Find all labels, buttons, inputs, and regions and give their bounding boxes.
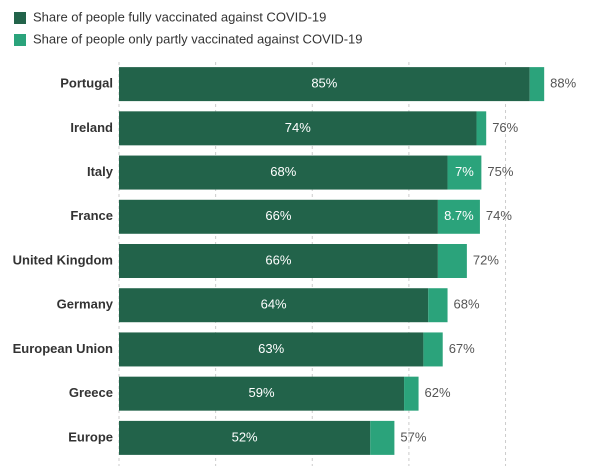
bar-segment bbox=[370, 420, 395, 455]
bar-segment bbox=[119, 244, 438, 278]
total-label: 67% bbox=[449, 341, 475, 356]
y-tick-label: France bbox=[70, 208, 113, 223]
y-tick-label: Italy bbox=[87, 164, 114, 179]
legend-swatch bbox=[14, 34, 26, 46]
total-label: 88% bbox=[550, 76, 576, 91]
y-tick-label: Portugal bbox=[60, 76, 113, 91]
bar-segment bbox=[428, 288, 448, 323]
y-tick-label: Greece bbox=[69, 385, 113, 400]
bar-segment bbox=[447, 155, 482, 190]
bar-segment bbox=[437, 199, 480, 234]
bar-segment bbox=[423, 332, 443, 367]
value-label: 68% bbox=[270, 164, 296, 179]
bar-segment bbox=[119, 420, 371, 455]
bar-segment bbox=[119, 155, 448, 190]
y-tick-label: Europe bbox=[68, 429, 113, 444]
legend-label: Share of people fully vaccinated against… bbox=[33, 9, 326, 24]
value-label: 63% bbox=[258, 341, 284, 356]
bar-segment bbox=[119, 199, 438, 234]
total-label: 57% bbox=[400, 429, 426, 444]
bar-segment bbox=[437, 244, 467, 278]
y-tick-label: Ireland bbox=[70, 120, 113, 135]
total-label: 74% bbox=[486, 208, 512, 223]
total-label: 72% bbox=[473, 252, 499, 267]
value-label: 64% bbox=[261, 297, 287, 312]
total-label: 76% bbox=[492, 120, 518, 135]
value-label: 66% bbox=[265, 208, 291, 223]
bar-segment bbox=[476, 111, 487, 146]
bar-segment bbox=[119, 67, 530, 102]
value-label: 59% bbox=[249, 385, 275, 400]
value-label: 7% bbox=[455, 164, 474, 179]
bar-segment bbox=[119, 376, 405, 411]
bar-segment bbox=[529, 67, 545, 102]
value-label: 8.7% bbox=[444, 208, 474, 223]
total-label: 75% bbox=[487, 164, 513, 179]
y-tick-label: United Kingdom bbox=[13, 252, 113, 267]
total-label: 68% bbox=[454, 297, 480, 312]
value-label: 85% bbox=[311, 76, 337, 91]
bar-segment bbox=[119, 288, 429, 323]
total-label: 62% bbox=[425, 385, 451, 400]
value-label: 66% bbox=[265, 252, 291, 267]
y-tick-label: European Union bbox=[13, 341, 113, 356]
legend-swatch bbox=[14, 12, 26, 24]
value-label: 52% bbox=[232, 429, 258, 444]
bar-segment bbox=[119, 111, 477, 146]
legend-label: Share of people only partly vaccinated a… bbox=[33, 31, 363, 46]
value-label: 74% bbox=[285, 120, 311, 135]
bar-segment bbox=[119, 332, 424, 367]
y-tick-label: Germany bbox=[57, 297, 114, 312]
bar-segment bbox=[404, 376, 419, 411]
